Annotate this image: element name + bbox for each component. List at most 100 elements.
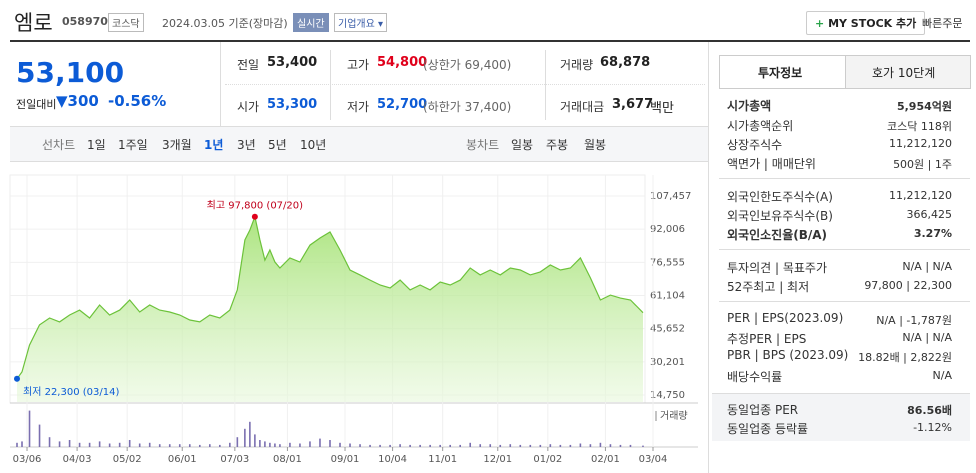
x-tick-label: 01/02 xyxy=(533,454,562,465)
info-label: 52주최고 | 최저 xyxy=(727,280,810,294)
info-label: PBR | BPS (2023.09) xyxy=(727,348,849,362)
volume-bar xyxy=(459,444,461,447)
volume-bar xyxy=(148,442,151,447)
plus-icon: + xyxy=(815,17,825,30)
x-tick-label: 11/01 xyxy=(428,454,457,465)
volume-bar xyxy=(254,434,256,447)
volume-bar xyxy=(389,444,391,447)
volume-bar xyxy=(16,442,18,447)
info-label: 동일업종 등락률 xyxy=(727,422,809,436)
volume-bar xyxy=(329,440,331,447)
high-marker xyxy=(251,213,258,220)
info-value: N/A xyxy=(932,369,952,382)
my-stock-text: MY STOCK 추가 xyxy=(828,17,917,30)
info-label: 상장주식수 xyxy=(727,138,783,152)
company-menu[interactable]: 기업개요 ▾ xyxy=(334,13,388,32)
x-tick-label: 09/01 xyxy=(331,454,360,465)
quote-label: 거래량 xyxy=(560,58,594,72)
volume-bar xyxy=(499,444,502,447)
volume-bar xyxy=(469,442,472,447)
volume-bar xyxy=(509,444,512,447)
info-label: 투자의견 | 목표주가 xyxy=(727,261,827,275)
volume-bar xyxy=(88,442,91,447)
volume-bar xyxy=(569,444,572,447)
tab-rule xyxy=(719,88,970,89)
volume-bar xyxy=(379,444,381,447)
volume-bar xyxy=(244,428,246,447)
volume-bar xyxy=(489,444,492,447)
quote-value: 68,878 xyxy=(600,55,651,70)
info-value: 코스닥 118위 xyxy=(887,120,952,133)
my-stock-button[interactable]: + MY STOCK 추가 xyxy=(806,11,926,35)
volume-bar xyxy=(198,444,201,447)
header-rule xyxy=(10,40,970,42)
quote-extra: (상한가 69,400) xyxy=(423,58,512,72)
period-tab[interactable]: 3개월 xyxy=(162,138,192,152)
y-tick-label: 92,006 xyxy=(650,224,685,235)
y-tick-label: 107,457 xyxy=(650,191,691,202)
candle-tab[interactable]: 일봉 xyxy=(511,138,534,152)
info-label: 배당수익률 xyxy=(727,370,783,384)
volume-bar xyxy=(599,442,602,447)
volume-bar xyxy=(289,442,291,447)
volume-bar xyxy=(299,443,301,447)
divider xyxy=(330,50,331,120)
volume-bar xyxy=(28,410,31,447)
section-rule xyxy=(719,249,970,250)
section-rule xyxy=(719,178,970,179)
volume-bar xyxy=(48,437,51,447)
realtime-badge[interactable]: 실시간 xyxy=(293,13,329,32)
divider xyxy=(220,42,221,126)
period-tab[interactable]: 1주일 xyxy=(118,138,148,152)
volume-bar xyxy=(419,444,421,447)
quick-order[interactable]: 빠른주문 xyxy=(922,17,963,30)
x-tick-label: 10/04 xyxy=(378,454,407,465)
volume-bar xyxy=(519,444,522,447)
period-tab[interactable]: 10년 xyxy=(300,138,327,152)
quote-label: 시가 xyxy=(237,100,260,114)
info-value: 500원 | 1주 xyxy=(893,158,952,171)
info-value: 18.82배 | 2,822원 xyxy=(858,351,952,364)
volume-bar xyxy=(138,443,141,447)
y-tick-label: 76,555 xyxy=(650,257,685,268)
volume-bar xyxy=(108,443,111,447)
quote-label: 저가 xyxy=(347,100,370,114)
volume-bar xyxy=(58,441,61,447)
quote-unit: 백만 xyxy=(650,101,674,116)
quote-value: 52,700 xyxy=(377,97,428,112)
stock-name: 엠로 xyxy=(14,11,53,35)
change-pct: -0.56% xyxy=(108,92,167,110)
period-tab[interactable]: 1일 xyxy=(87,138,106,152)
volume-bar xyxy=(259,440,261,447)
volume-bar xyxy=(359,444,361,447)
sector-box xyxy=(712,393,970,441)
volume-bar xyxy=(78,442,81,447)
price-line xyxy=(16,214,644,380)
volume-bar xyxy=(264,441,266,447)
info-value: 11,212,120 xyxy=(889,137,952,150)
y-tick-label: 61,104 xyxy=(650,290,685,301)
info-value: N/A | -1,787원 xyxy=(876,314,952,327)
period-tab[interactable]: 5년 xyxy=(268,138,287,152)
period-tab[interactable]: 3년 xyxy=(237,138,256,152)
x-tick-label: 12/01 xyxy=(483,454,512,465)
quote-value: 53,400 xyxy=(267,55,318,70)
low-marker xyxy=(14,375,20,382)
quote-extra: (하한가 37,400) xyxy=(423,100,512,114)
volume-bar xyxy=(579,443,582,447)
candle-tab[interactable]: 월봉 xyxy=(584,138,607,152)
info-tab-text: 투자정보 xyxy=(758,66,803,80)
volume-bar xyxy=(249,421,251,447)
stock-code: 058970 xyxy=(62,15,108,28)
info-label: 시가총액 xyxy=(727,99,772,113)
volume-bar xyxy=(399,444,401,447)
period-tab[interactable]: 1년 xyxy=(204,138,224,152)
volume-bar xyxy=(619,444,622,447)
candle-tab[interactable]: 주봉 xyxy=(546,138,569,152)
info-value: 5,954억원 xyxy=(896,100,952,113)
candle-chart-label: 봉차트 xyxy=(466,138,500,152)
current-price: 53,100 xyxy=(16,56,125,89)
tab-bar xyxy=(10,126,708,162)
info-value: 366,425 xyxy=(906,208,953,221)
